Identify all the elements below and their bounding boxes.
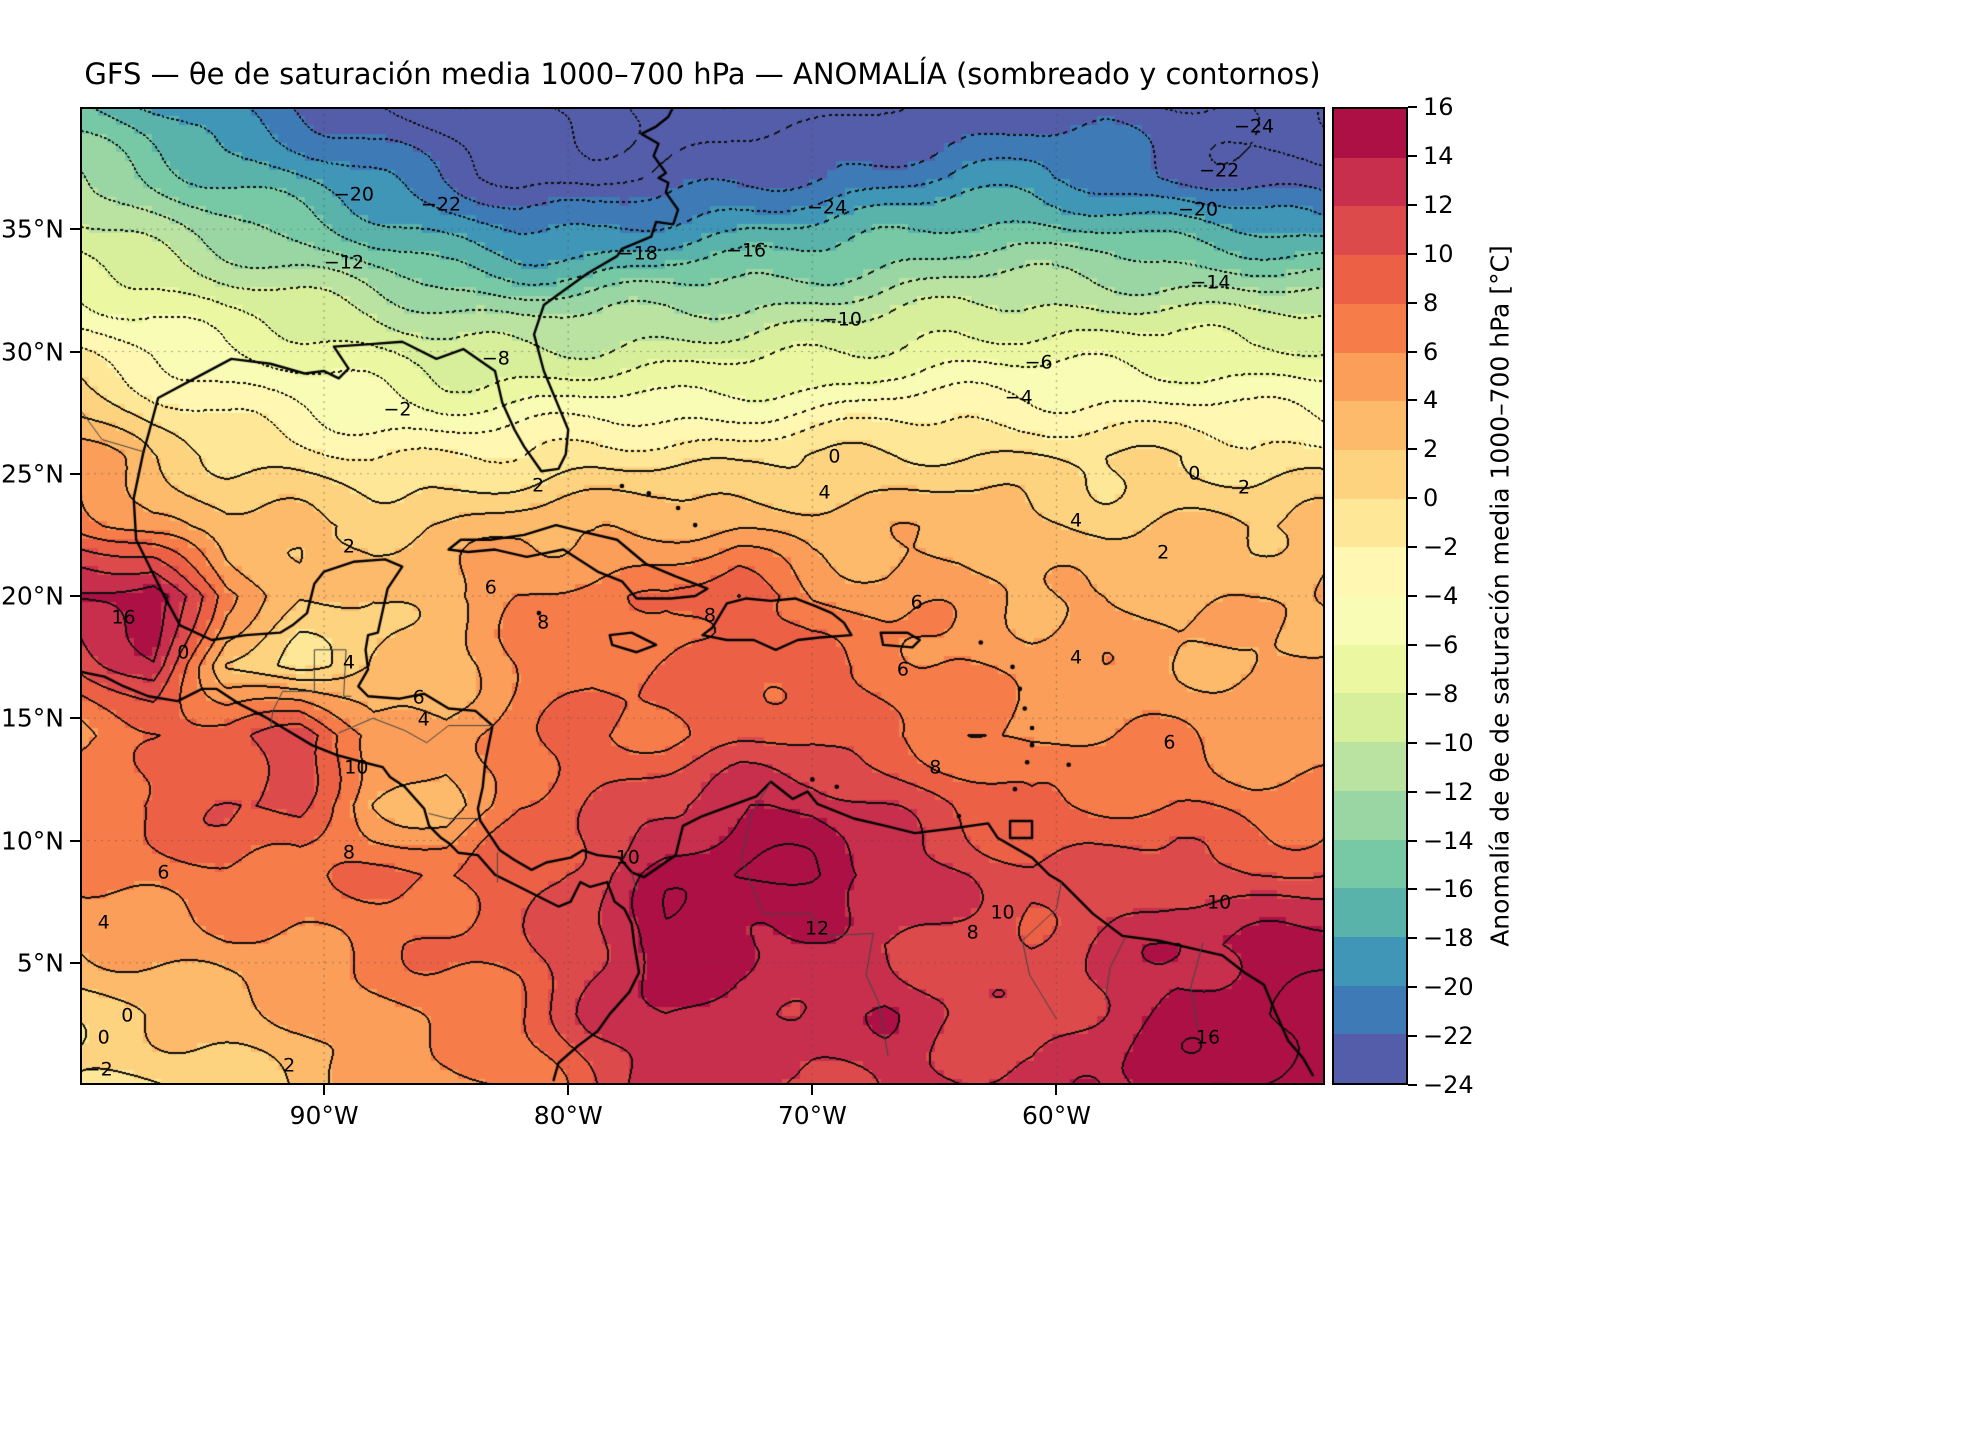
colorbar-cell [1334,888,1406,937]
x-tick-label: 70°W [777,1101,847,1130]
y-tick-mark [70,839,80,842]
colorbar-cell [1334,1034,1406,1084]
colorbar-cell [1334,303,1406,353]
colorbar-cell [1334,985,1406,1035]
colorbar-tick-label: 14 [1408,142,1454,170]
map-plot-area: −20 −22 −24 −24 −22 −20 −18 −16 −12 −14 −10 −8 −6 −4−… [1,107,1325,1130]
colorbar [1332,107,1408,1085]
colorbar-cell [1334,352,1406,402]
colorbar-cell [1334,206,1406,256]
x-tick-mark [1055,1085,1058,1095]
colorbar-tick-label: −16 [1408,875,1474,903]
colorbar-cell [1334,742,1406,791]
y-tick-label: 10°N [0,826,64,855]
colorbar-tick-label: 16 [1408,93,1454,121]
colorbar-label: Anomalía de θe de saturación media 1000–… [1485,245,1515,947]
colorbar-tick-label: −4 [1408,582,1458,610]
y-tick-label: 5°N [16,948,64,978]
y-tick-mark [70,228,80,231]
colorbar-tick-label: −6 [1408,631,1458,659]
y-tick-label: 20°N [0,581,64,611]
colorbar-tick-label: 12 [1408,191,1454,219]
colorbar-tick-label: −14 [1408,827,1474,855]
x-tick-label: 80°W [533,1101,603,1130]
colorbar-cell [1334,693,1406,743]
colorbar-tick-label: 6 [1408,338,1438,366]
colorbar-tick-label: 2 [1408,435,1438,463]
colorbar-tick-label: 10 [1408,240,1454,268]
colorbar-tick-label: −8 [1408,680,1458,708]
colorbar-cell [1334,596,1406,645]
y-tick-label: 15°N [0,703,64,733]
colorbar-cell [1334,790,1406,840]
colorbar-cell [1334,498,1406,548]
colorbar-cell [1334,255,1406,304]
colorbar-tick-labels: 16 14 12 10 8 6 4 2 0 −2 −4 −6 −8 −10 −12 −14 −16 −18 −20 −… [1408,93,1498,1099]
y-tick-mark [70,350,80,353]
colorbar-tick-label: 4 [1408,386,1438,414]
colorbar-tick-label: −20 [1408,973,1474,1001]
colorbar-tick-label: 8 [1408,289,1438,317]
y-tick-label: 30°N [0,337,64,366]
colorbar-tick-label: −22 [1408,1022,1474,1050]
x-axis: 90°W 80°W 70°W 60°W [80,1085,1325,1145]
colorbar-cell [1334,157,1406,207]
colorbar-tick-label: −2 [1408,533,1458,561]
colorbar-cell [1334,839,1406,889]
y-tick-mark [70,961,80,964]
colorbar-tick-label: −12 [1408,778,1474,806]
x-tick-label: 90°W [289,1101,359,1130]
y-tick-label: 25°N [0,459,64,489]
x-tick-mark [811,1085,814,1095]
colorbar-tick-label: −18 [1408,924,1474,952]
colorbar-cell [1334,109,1406,158]
colorbar-cell [1334,936,1406,986]
y-tick-mark [70,595,80,597]
x-tick-label: 60°W [1021,1101,1091,1130]
colorbar-cell [1334,644,1406,694]
colorbar-cell [1334,449,1406,499]
anomaly-shading-canvas [80,107,1325,1085]
x-tick-mark [323,1085,326,1095]
y-tick-mark [70,472,80,475]
colorbar-cell [1334,401,1406,450]
colorbar-cell [1334,547,1406,597]
y-tick-mark [70,717,80,720]
x-tick-mark [567,1085,570,1095]
colorbar-tick-label: −24 [1408,1071,1474,1099]
chart-title: GFS — θe de saturación media 1000–700 hP… [84,57,1321,91]
y-tick-label: 35°N [0,214,64,244]
colorbar-tick-label: 0 [1408,484,1438,512]
colorbar-tick-label: −10 [1408,729,1474,757]
